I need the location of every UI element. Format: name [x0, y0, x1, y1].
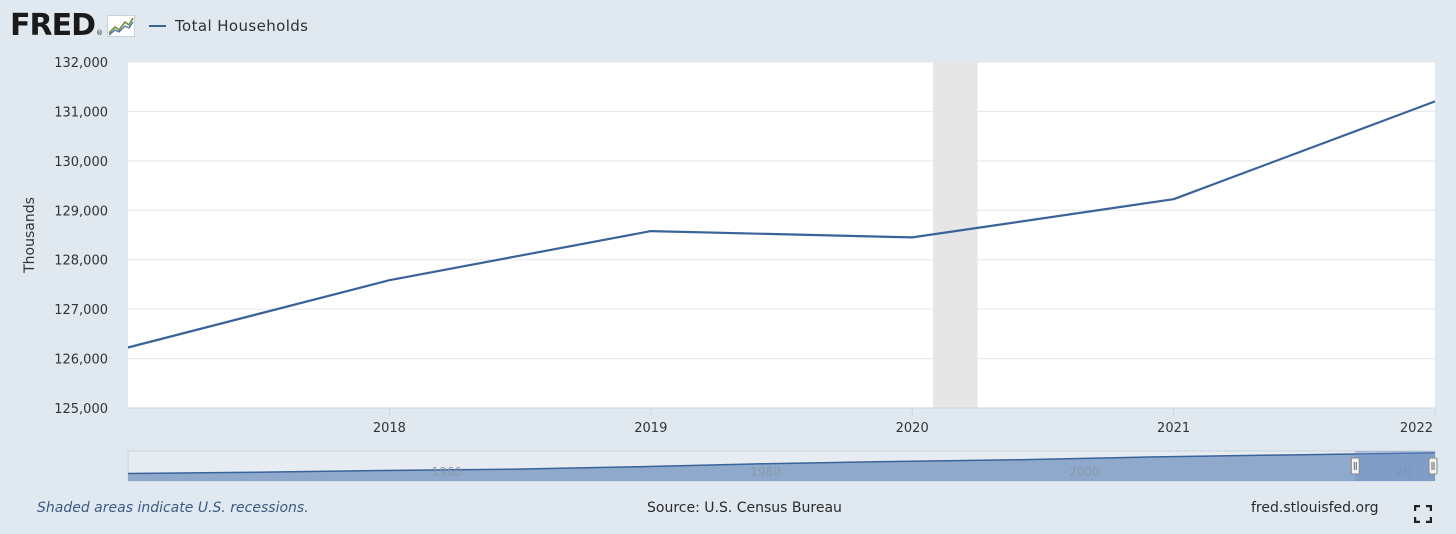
- x-tick-label: 2019: [634, 421, 667, 436]
- fred-logo-text: FRED: [10, 8, 96, 43]
- handle-body: [1428, 457, 1438, 475]
- x-tick-label: 2020: [896, 421, 929, 436]
- navigator-handle-right[interactable]: [1428, 457, 1438, 475]
- registered-mark: ®: [96, 29, 103, 37]
- navigator-label: 20: [1395, 465, 1410, 479]
- legend-swatch: [149, 25, 166, 27]
- series-line[interactable]: [127, 100, 1436, 349]
- y-tick-label: 128,000: [54, 254, 108, 269]
- y-tick-label: 125,000: [54, 402, 108, 417]
- navigator-selection[interactable]: [1355, 451, 1435, 481]
- fullscreen-icon[interactable]: [1414, 505, 1432, 523]
- navigator-label: 2000: [1069, 465, 1100, 479]
- y-axis-label: Thousands: [22, 197, 38, 274]
- navigator-area: [128, 452, 1435, 481]
- handle-body: [1350, 457, 1360, 475]
- x-tick-label: 2021: [1157, 421, 1190, 436]
- fred-logo[interactable]: FRED ®: [10, 11, 135, 41]
- navigator-handle-left[interactable]: [1350, 457, 1360, 475]
- navigator-line: [127, 452, 1436, 475]
- recession-band: [933, 62, 978, 408]
- site-link[interactable]: fred.stlouisfed.org: [1251, 500, 1379, 516]
- y-tick-label: 132,000: [54, 56, 108, 71]
- fred-graph-icon: [107, 15, 135, 37]
- source-text: Source: U.S. Census Bureau: [647, 500, 842, 516]
- x-tick-label: 2022: [1400, 421, 1433, 436]
- y-tick-label: 131,000: [54, 105, 108, 120]
- y-tick-label: 129,000: [54, 204, 108, 219]
- y-tick-label: 126,000: [54, 353, 108, 368]
- legend-label: Total Households: [175, 17, 309, 35]
- y-tick-label: 130,000: [54, 155, 108, 170]
- y-tick-label: 127,000: [54, 303, 108, 318]
- recession-note: Shaded areas indicate U.S. recessions.: [37, 500, 309, 516]
- x-tick-label: 2018: [373, 421, 406, 436]
- header: FRED ® Total Households: [10, 8, 308, 44]
- navigator-label: 1960: [432, 465, 463, 479]
- legend[interactable]: Total Households: [149, 17, 308, 35]
- navigator-label: 1980: [750, 465, 781, 479]
